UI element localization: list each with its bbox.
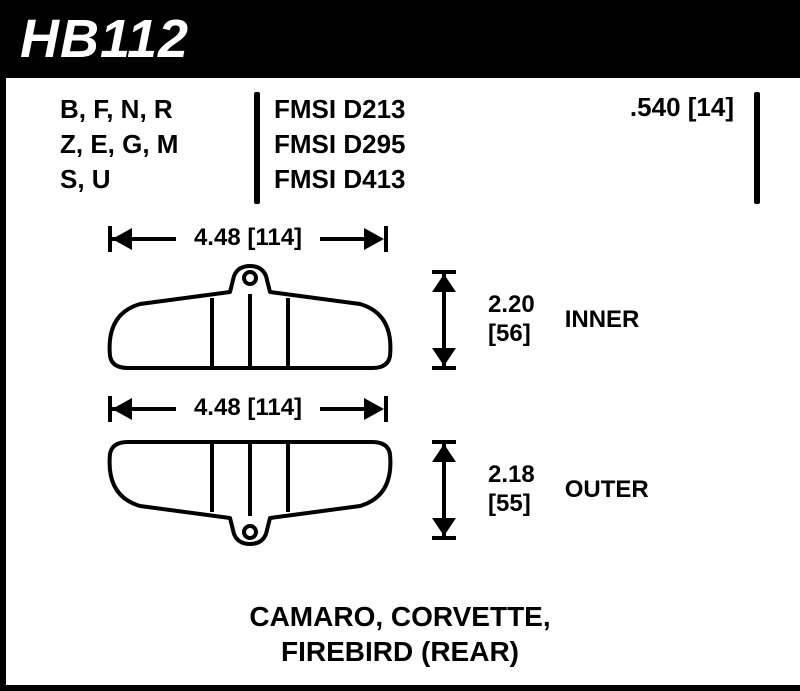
thickness-column: .540 [14] — [590, 92, 740, 204]
application-line2: FIREBIRD (REAR) — [0, 634, 800, 669]
column-divider — [754, 92, 760, 204]
outer-width-dimension: 4.48 [114] — [108, 390, 388, 426]
inner-height-sub: [56] — [488, 320, 535, 349]
application-text: CAMARO, CORVETTE, FIREBIRD (REAR) — [0, 599, 800, 669]
outer-side-label: OUTER — [565, 476, 649, 504]
fmsi-column: FMSI D213 FMSI D295 FMSI D413 — [274, 92, 484, 204]
application-line1: CAMARO, CORVETTE, — [0, 599, 800, 634]
outer-height-sub: [55] — [488, 490, 535, 519]
header-bar: HB112 — [0, 0, 800, 78]
fmsi-line: FMSI D213 — [274, 92, 484, 127]
compounds-line: Z, E, G, M — [60, 127, 240, 162]
compounds-line: S, U — [60, 162, 240, 197]
inner-pad-row: 2.20 [56] INNER — [100, 264, 720, 376]
compounds-line: B, F, N, R — [60, 92, 240, 127]
inner-width-label: 4.48 [114] — [178, 224, 318, 252]
inner-height-dimension — [424, 264, 464, 376]
inner-side-label: INNER — [565, 306, 640, 334]
column-divider — [254, 92, 260, 204]
spec-row: B, F, N, R Z, E, G, M S, U FMSI D213 FMS… — [60, 92, 760, 204]
inner-width-dimension: 4.48 [114] — [108, 220, 388, 256]
compounds-column: B, F, N, R Z, E, G, M S, U — [60, 92, 240, 204]
thickness-value: .540 [14] — [630, 92, 734, 122]
outer-height-main: 2.18 — [488, 461, 535, 488]
outer-height-label: 2.18 [55] — [488, 461, 535, 519]
inner-height-label: 2.20 [56] — [488, 291, 535, 349]
part-number: HB112 — [20, 9, 189, 69]
outer-height-dimension — [424, 434, 464, 546]
fmsi-line: FMSI D413 — [274, 162, 484, 197]
outer-pad-row: 2.18 [55] OUTER — [100, 434, 720, 546]
diagram-area: 4.48 [114] 2.20 [56] INNER — [100, 220, 720, 560]
outer-pad-shape — [100, 434, 400, 546]
inner-pad-shape — [100, 264, 400, 376]
outer-width-label: 4.48 [114] — [178, 394, 318, 422]
fmsi-line: FMSI D295 — [274, 127, 484, 162]
inner-height-main: 2.20 — [488, 291, 535, 318]
